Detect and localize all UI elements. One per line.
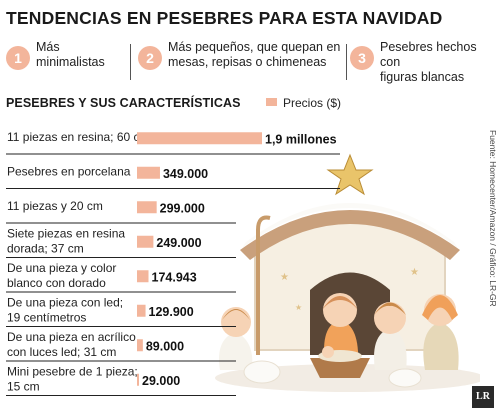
sheep-left — [243, 360, 281, 384]
divider — [346, 44, 347, 80]
figure-center-hair — [374, 302, 406, 315]
roof-snow — [242, 203, 458, 248]
trend-text: Más pequeños, que quepan en mesas, repis… — [168, 40, 340, 70]
legend-swatch — [266, 98, 277, 106]
value-label: 249.000 — [156, 236, 201, 250]
manger — [310, 358, 370, 378]
bar-row: De una pieza con led;19 centímetros 129.9… — [6, 296, 236, 327]
trend-text: Pesebres hechos con figuras blancas — [380, 40, 498, 85]
trend-item-3: 3 Pesebres hechos con figuras blancas — [350, 38, 498, 85]
bar — [137, 339, 143, 352]
page-title: TENDENCIAS EN PESEBRES PARA ESTA NAVIDAD — [6, 8, 443, 28]
price-bar-chart: 11 piezas en resina; 60 cm 1,9 millones Pe… — [6, 130, 340, 396]
baby-head — [322, 346, 334, 358]
value-label: 29.000 — [142, 374, 180, 388]
nativity-illustration: ★ ★ ★ — [215, 153, 480, 392]
category-label: blanco con dorado — [7, 276, 106, 290]
figure-angel-head — [221, 307, 251, 337]
bar-row: 11 piezas y 20 cm 299.000 — [6, 199, 236, 224]
trends-row: 1 Más minimalistas 2 Más pequeños, que q… — [0, 38, 500, 84]
bar-row: 11 piezas en resina; 60 cm 1,9 millones — [6, 130, 340, 155]
bar — [137, 235, 154, 248]
category-label: De una pieza con led; — [7, 296, 123, 310]
category-label: dorada; 37 cm — [7, 242, 84, 256]
svg-text:★: ★ — [410, 267, 419, 278]
divider — [130, 44, 131, 80]
lr-logo: LR — [472, 386, 494, 408]
value-label: 349.000 — [163, 167, 208, 181]
category-label: 15 cm — [7, 380, 40, 394]
legend-label: Precios ($) — [283, 96, 342, 110]
trend-text-line: mesas, repisas o chimeneas — [168, 55, 327, 69]
category-label: Siete piezas en resina — [7, 227, 125, 241]
trend-number-badge: 1 — [6, 46, 30, 70]
figure-mary-body — [423, 322, 459, 370]
category-label: Pesebres en porcelana — [7, 165, 131, 179]
category-label: De una pieza y color — [7, 261, 116, 275]
bar — [137, 304, 146, 317]
bar — [137, 270, 149, 283]
trend-text-line: figuras blancas — [380, 70, 465, 84]
stable-roof — [240, 210, 460, 260]
source-note: Fuente: Homecenter/Amazon / Gráfico: LR-… — [488, 130, 498, 307]
figure-center-body — [374, 328, 407, 370]
trend-item-1: 1 Más minimalistas — [6, 38, 124, 82]
star-icon — [326, 153, 374, 196]
staff — [256, 215, 271, 355]
bar-row: Pesebres en porcelana 349.000 — [6, 165, 340, 189]
category-label: con luces led; 31 cm — [7, 345, 116, 359]
category-label: 11 piezas y 20 cm — [7, 199, 103, 213]
figure-joseph-hood — [322, 296, 358, 310]
figure-mary-veil — [422, 295, 458, 320]
bar — [137, 373, 139, 386]
category-label: Mini pesebre de 1 pieza; — [7, 365, 138, 379]
bar — [137, 166, 160, 179]
trend-text-line: Pesebres hechos con — [380, 40, 477, 69]
trend-number-badge: 2 — [138, 46, 162, 70]
trend-text-line: Más — [36, 40, 60, 54]
bar-row: Mini pesebre de 1 pieza;15 cm 29.000 — [6, 365, 236, 396]
category-label: 11 piezas en resina; 60 cm — [7, 130, 150, 144]
trend-text-line: Más pequeños, que quepan en — [168, 40, 341, 54]
value-label: 89.000 — [146, 339, 184, 353]
figure-center-head — [374, 302, 406, 334]
category-label: 19 centímetros — [7, 311, 86, 325]
trend-item-2: 2 Más pequeños, que quepan en mesas, rep… — [138, 38, 343, 82]
trend-text: Más minimalistas — [36, 40, 105, 70]
bar — [137, 132, 262, 145]
value-label: 299.000 — [160, 201, 205, 215]
bar — [137, 201, 157, 214]
chart-subheading: PESEBRES Y SUS CARACTERÍSTICAS — [6, 96, 241, 110]
value-label: 1,9 millones — [265, 132, 337, 146]
value-label: 174.943 — [152, 270, 197, 284]
svg-text:★: ★ — [295, 303, 302, 312]
trend-number-badge: 3 — [350, 46, 374, 70]
figure-angel-hair — [222, 309, 250, 320]
trend-text-line: minimalistas — [36, 55, 105, 69]
sheep-right — [388, 368, 422, 388]
svg-text:★: ★ — [280, 272, 289, 283]
value-label: 129.900 — [149, 305, 194, 319]
category-label: De una pieza en acrílico — [7, 330, 136, 344]
chart-legend: Precios ($) — [266, 96, 341, 110]
